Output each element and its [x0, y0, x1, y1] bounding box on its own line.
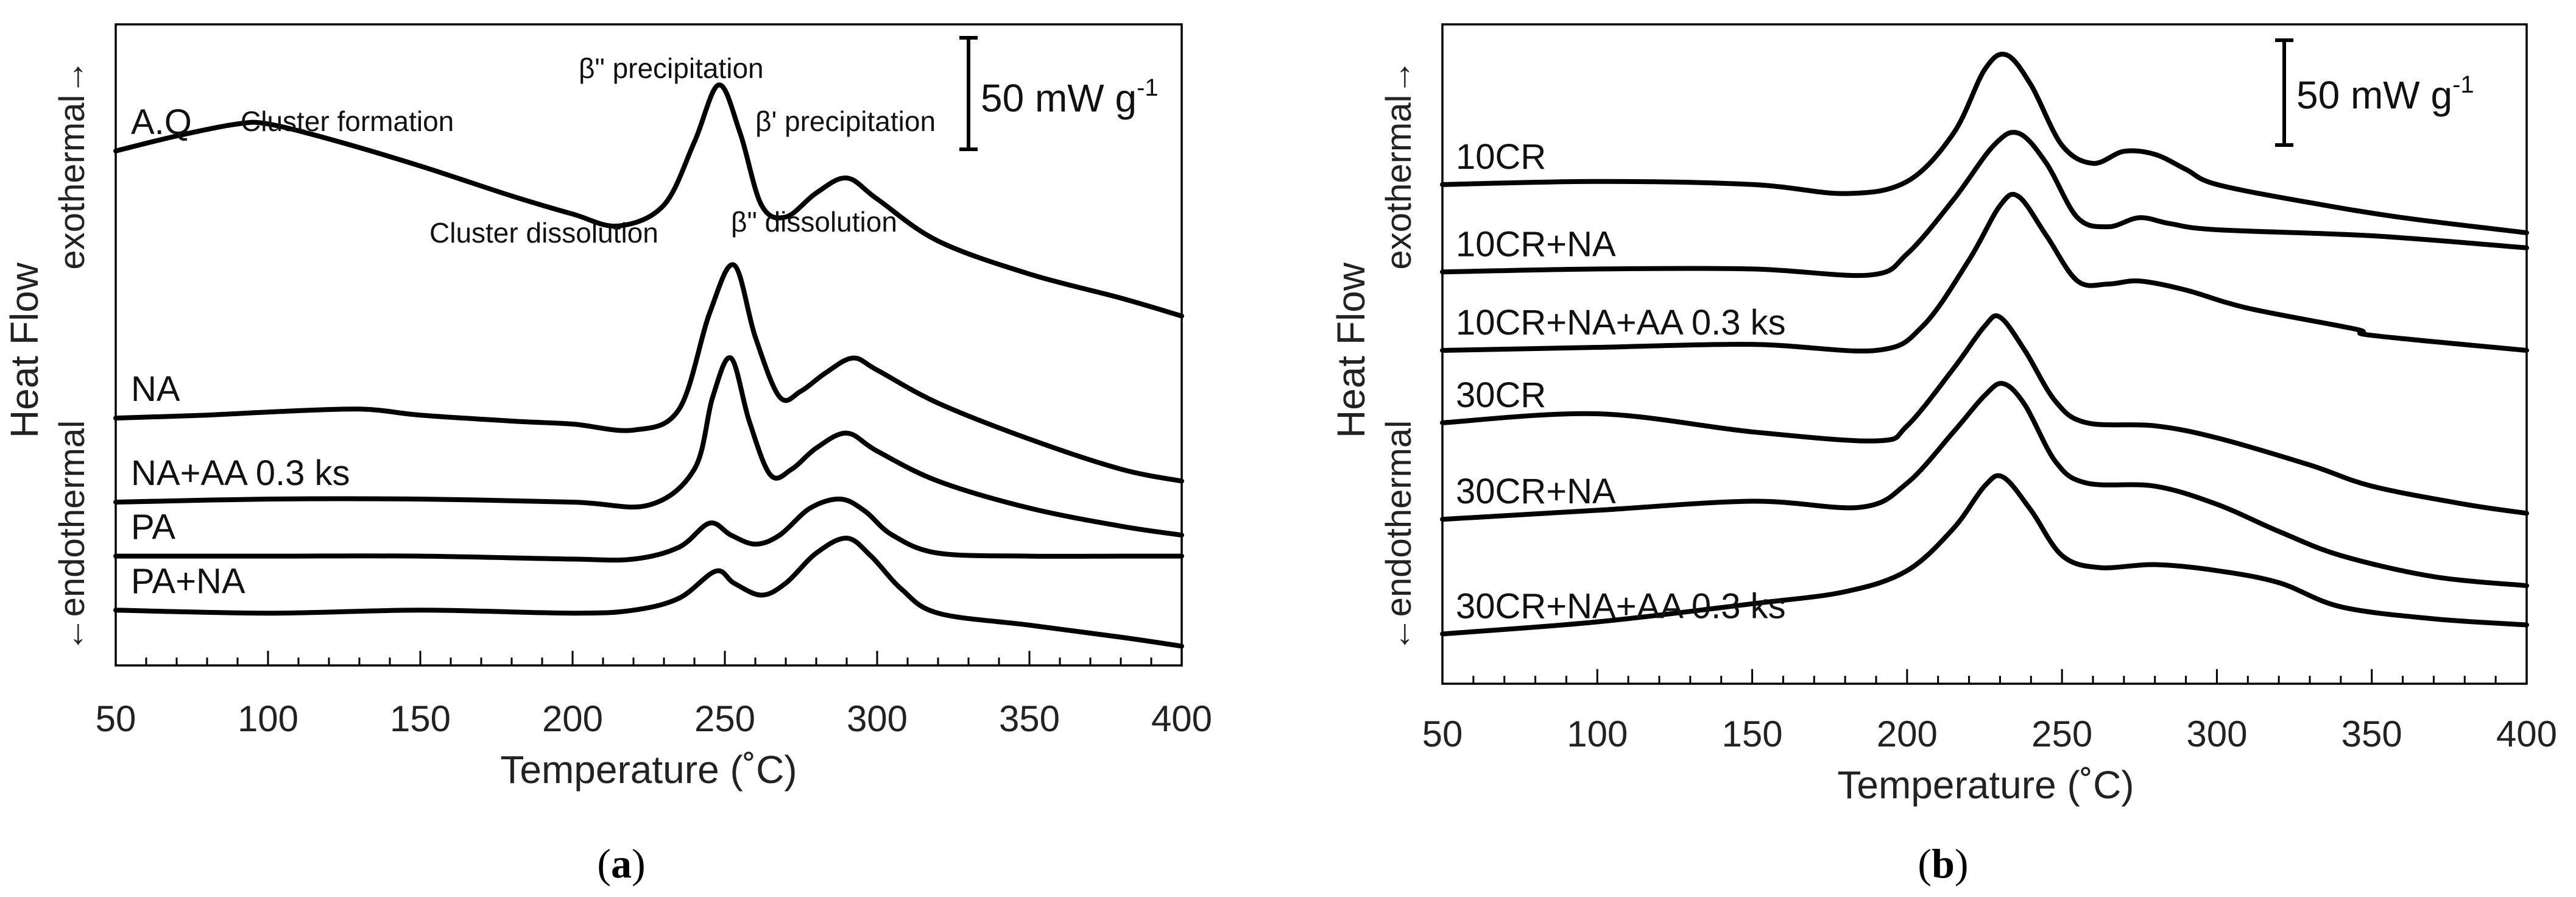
y-axis-label-b: Heat Flow — [1329, 262, 1373, 438]
x-tick-label-a-250: 250 — [694, 698, 755, 739]
y-exothermal-label-a: exothermal→ — [52, 60, 92, 270]
y-axis-label-a: Heat Flow — [2, 262, 46, 438]
scale-bar-label-b: 50 mW g-1 — [2296, 71, 2474, 117]
series-curves-b — [1440, 51, 2529, 637]
x-tick-label-b-100: 100 — [1567, 714, 1628, 754]
x-tick-label-b-150: 150 — [1722, 714, 1783, 754]
series-label-a-2: NA+AA 0.3 ks — [131, 453, 350, 493]
series-line-b-3 — [1440, 313, 2529, 516]
plot-frame-b — [1441, 23, 2528, 685]
plot-frame-a — [115, 23, 1183, 667]
annotation-cluster-formation: Cluster formation — [241, 105, 454, 137]
x-tick-label-a-300: 300 — [847, 698, 908, 739]
series-line-b-5 — [1440, 473, 2529, 637]
panel-caption-a-open: ( — [597, 840, 611, 887]
series-line-a-3 — [113, 496, 1184, 563]
x-tick-label-b-50: 50 — [1422, 714, 1463, 754]
panel-caption-b-open: ( — [1918, 840, 1932, 887]
series-label-a-3: PA — [131, 508, 175, 547]
panel-caption-b: (b) — [1918, 840, 1968, 887]
x-tick-labels-a: 50 100 150 200 250 300 350 400 — [96, 698, 1212, 739]
panel-caption-b-letter: b — [1932, 840, 1955, 887]
panel-caption-b-close: ) — [1955, 840, 1969, 887]
y-endothermal-label-b: ←endothermal — [1379, 420, 1419, 652]
x-tick-label-a-100: 100 — [238, 698, 298, 739]
series-line-b-2 — [1440, 191, 2529, 354]
series-line-b-1 — [1440, 130, 2529, 278]
series-line-b-4 — [1440, 381, 2529, 589]
scale-bar-label-a: 50 mW g-1 — [981, 74, 1159, 120]
x-tick-label-b-250: 250 — [2031, 714, 2092, 754]
series-line-a-0 — [113, 82, 1184, 319]
x-ticks-a — [115, 651, 1183, 665]
series-line-a-2 — [113, 355, 1184, 538]
series-label-a-1: NA — [131, 369, 180, 409]
annotation-cluster-dissolution: Cluster dissolution — [429, 217, 658, 249]
panel-caption-a-close: ) — [632, 840, 646, 887]
series-label-b-1: 10CR+NA — [1456, 224, 1616, 264]
annotation-beta2-dissolution: β" dissolution — [731, 206, 897, 238]
series-label-b-4: 30CR+NA — [1456, 472, 1616, 511]
series-labels-a: A.Q. NA NA+AA 0.3 ks PA PA+NA — [131, 102, 350, 601]
panel-caption-a-letter: a — [611, 840, 632, 887]
x-axis-label-a: Temperature (˚C) — [500, 748, 797, 792]
x-tick-label-a-50: 50 — [96, 698, 136, 739]
series-label-a-0: A.Q. — [131, 102, 202, 142]
x-tick-label-b-200: 200 — [1877, 714, 1938, 754]
series-line-b-0 — [1440, 51, 2529, 235]
x-ticks-b — [1441, 669, 2528, 684]
scale-bar-unit-b: 50 mW g — [2296, 73, 2452, 117]
annotation-beta1-precipitation: β' precipitation — [755, 105, 936, 137]
series-labels-b: 10CR 10CR+NA 10CR+NA+AA 0.3 ks 30CR 30CR+NA 3… — [1456, 137, 1786, 626]
x-axis-label-b: Temperature (˚C) — [1837, 763, 2134, 807]
series-label-a-4: PA+NA — [131, 561, 245, 601]
x-tick-label-b-300: 300 — [2186, 714, 2247, 754]
x-tick-label-a-350: 350 — [999, 698, 1060, 739]
x-tick-label-a-400: 400 — [1151, 698, 1212, 739]
scale-bar-exponent-a: -1 — [1137, 74, 1159, 101]
y-endothermal-label-a: ←endothermal — [52, 420, 92, 652]
scale-bar-exponent-b: -1 — [2452, 71, 2474, 98]
panel-caption-a: (a) — [597, 840, 645, 887]
x-tick-labels-b: 50 100 150 200 250 300 350 400 — [1422, 714, 2557, 754]
series-label-b-2: 10CR+NA+AA 0.3 ks — [1456, 303, 1786, 342]
x-tick-label-a-150: 150 — [390, 698, 451, 739]
series-label-b-3: 30CR — [1456, 375, 1546, 415]
panel-b: 50 100 150 200 250 300 350 400 10CR 10CR+NA 10CR+… — [1329, 23, 2557, 887]
series-line-a-1 — [113, 262, 1184, 484]
panel-a: 50 100 150 200 250 300 350 400 A.Q. NA NA+AA 0.3 … — [2, 23, 1212, 887]
x-tick-label-b-400: 400 — [2496, 714, 2557, 754]
annotation-beta2-precipitation: β" precipitation — [579, 52, 764, 84]
series-curves-a — [113, 82, 1184, 649]
x-tick-label-b-350: 350 — [2341, 714, 2402, 754]
series-label-b-5: 30CR+NA+AA 0.3 ks — [1456, 586, 1786, 626]
series-line-a-4 — [113, 536, 1184, 649]
y-exothermal-label-b: exothermal→ — [1379, 60, 1419, 270]
x-tick-label-a-200: 200 — [542, 698, 603, 739]
scale-bar-unit-a: 50 mW g — [981, 76, 1137, 120]
series-label-b-0: 10CR — [1456, 137, 1546, 177]
